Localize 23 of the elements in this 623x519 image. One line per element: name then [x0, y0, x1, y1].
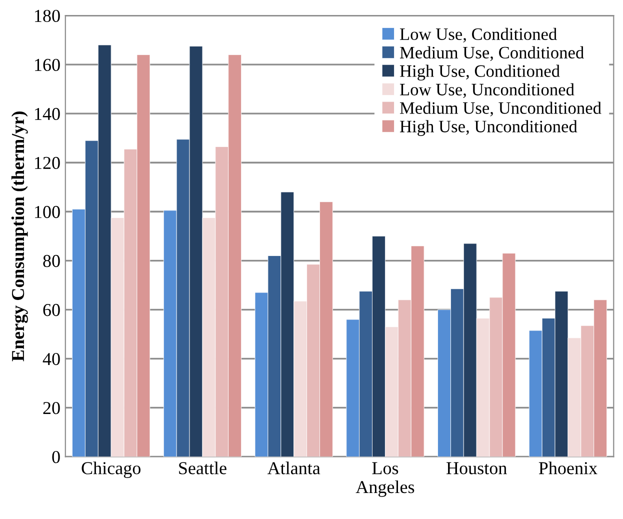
y-tick-label: 20 — [43, 402, 60, 414]
x-tick-label: Seattle — [179, 462, 226, 474]
y-tick-label: 180 — [35, 10, 60, 22]
x-tick-label: Houston — [446, 462, 507, 474]
y-tick-label: 0 — [52, 450, 60, 464]
legend-label: Low Use, Unconditioned — [400, 83, 574, 98]
legend-label: High Use, Conditioned — [400, 64, 560, 81]
y-tick-label: 80 — [43, 254, 60, 268]
x-tick-label: Phoenix — [538, 462, 598, 474]
x-tick-label: Los Angeles — [356, 462, 414, 497]
y-tick-label: 120 — [35, 156, 60, 170]
y-tick-label: 160 — [35, 58, 60, 72]
y-tick-label: 60 — [43, 304, 60, 316]
x-tick-label: Chicago — [82, 462, 140, 478]
y-tick-label: 100 — [35, 206, 60, 218]
y-tick-label: 140 — [35, 108, 60, 120]
legend-label: Medium Use, Unconditioned — [400, 102, 602, 116]
y-tick-label: 40 — [42, 352, 60, 366]
legend-label: Medium Use, Conditioned — [400, 46, 584, 61]
x-tick-label: Atlanta — [267, 462, 320, 474]
legend-label: High Use, Unconditioned — [400, 120, 578, 136]
y-axis-title: Energy Consumption (therm/yr) — [11, 112, 28, 362]
legend-label: Low Use, Conditioned — [400, 28, 557, 43]
